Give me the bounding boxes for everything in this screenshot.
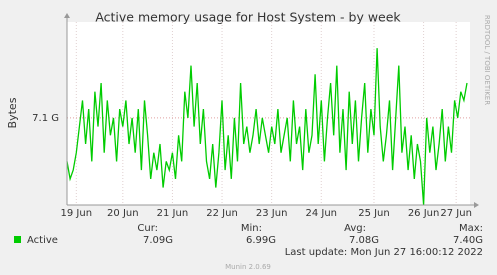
y-tick-label: 7.1 G: [32, 113, 59, 124]
x-tick-label: 20 Jun: [107, 208, 139, 219]
x-tick-label: 24 Jun: [305, 208, 337, 219]
footer: Munin 2.0.69: [225, 263, 271, 271]
data-line: [66, 48, 468, 206]
x-axis-arrow: [474, 202, 479, 208]
legend-swatch: [14, 236, 21, 243]
stat-value: 7.09G: [143, 235, 173, 246]
stat-header: Avg:: [344, 223, 366, 234]
stat-value: 6.99G: [246, 235, 276, 246]
y-axis-label: Bytes: [6, 97, 19, 128]
stat-header: Cur:: [137, 223, 158, 234]
chart-title: Active memory usage for Host System - by…: [95, 10, 401, 25]
last-update: Last update: Mon Jun 27 16:00:12 2022: [285, 247, 483, 258]
x-tick-label: 19 Jun: [61, 208, 93, 219]
x-tick-label: 26 Jun: [408, 208, 440, 219]
stat-value: 7.08G: [349, 235, 379, 246]
stat-header: Max:: [459, 223, 483, 234]
x-tick-label: 22 Jun: [206, 208, 238, 219]
plot-area: [67, 22, 470, 205]
x-tick-label: 27 Jun: [440, 208, 472, 219]
x-tick-label: 21 Jun: [157, 208, 189, 219]
stat-header: Min:: [241, 223, 262, 234]
x-tick-label: 23 Jun: [256, 208, 288, 219]
x-tick-label: 25 Jun: [358, 208, 390, 219]
side-note: RRDTOOL / TOBI OETIKER: [483, 15, 491, 105]
stat-value: 7.40G: [453, 235, 483, 246]
y-axis-arrow: [64, 13, 70, 18]
legend-label: Active: [27, 235, 58, 246]
